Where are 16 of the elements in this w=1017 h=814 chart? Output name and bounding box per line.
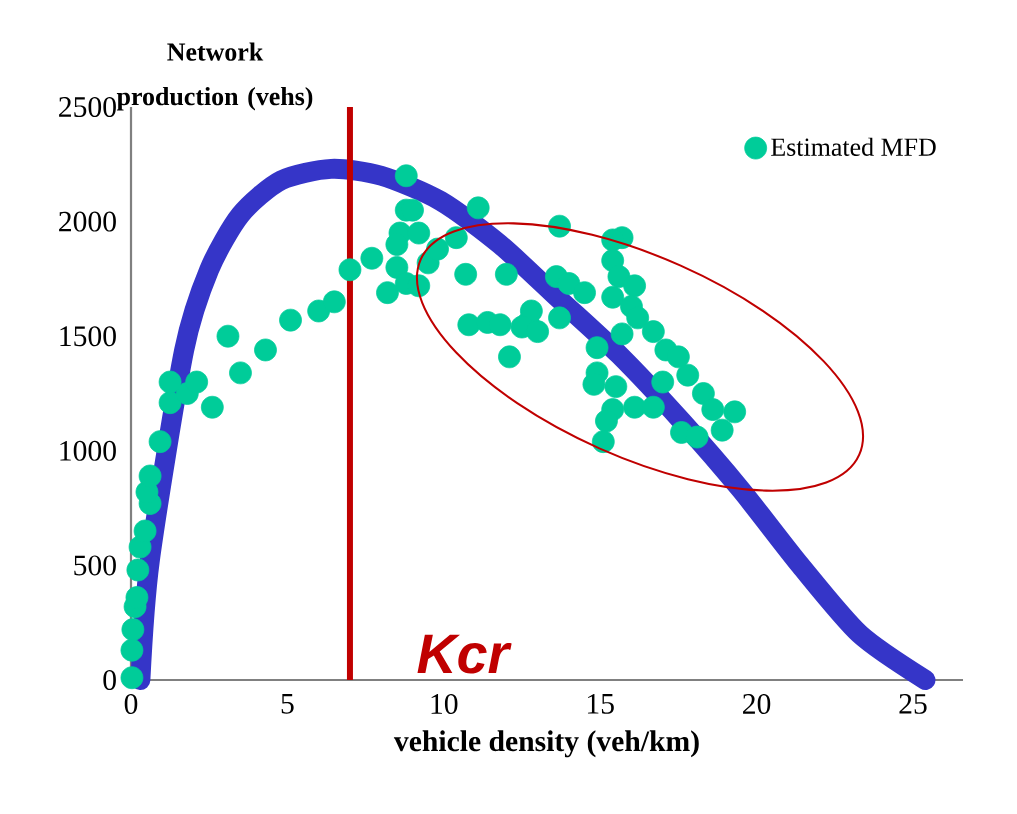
y-axis-title: Network production (vehs): [116, 42, 313, 111]
y-tick-label: 0: [103, 670, 116, 690]
y-tick-label: 2500: [59, 97, 116, 117]
ref-line-label: Kcr: [417, 634, 512, 674]
x-tick-label: 15: [587, 693, 614, 714]
x-tick-label: 0: [124, 693, 138, 714]
y-tick-label: 500: [74, 555, 116, 576]
x-tick-label: 5: [281, 693, 294, 714]
x-tick-label: 25: [899, 693, 927, 714]
y-tick-label: 1000: [60, 440, 116, 461]
x-axis-title: vehicle density (veh/km): [393, 730, 699, 758]
y-tick-label: 2000: [59, 211, 116, 232]
y-tick-label: 1500: [60, 326, 116, 347]
x-tick-label: 20: [743, 693, 771, 714]
x-tick-label: 10: [431, 693, 458, 714]
legend-label: Estimated MFD: [771, 137, 936, 156]
